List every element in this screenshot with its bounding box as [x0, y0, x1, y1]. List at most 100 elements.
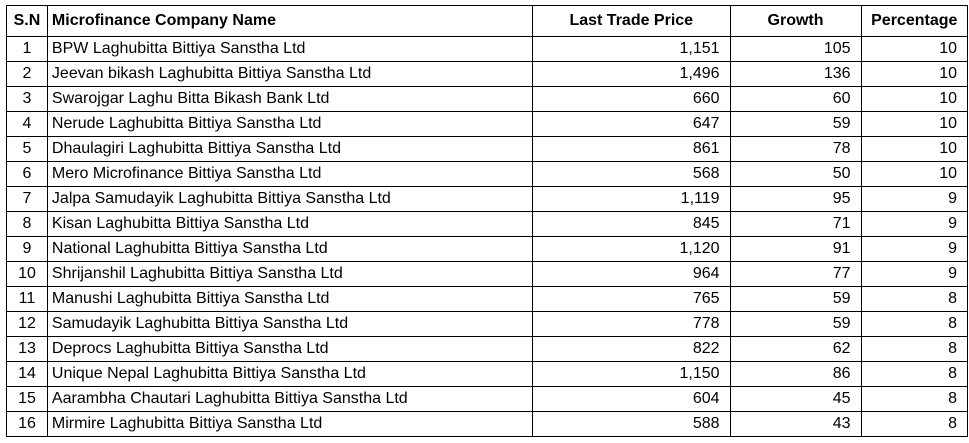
cell-sn: 9	[6, 236, 48, 262]
cell-percentage: 8	[860, 361, 969, 387]
header-row: S.N Microfinance Company Name Last Trade…	[6, 5, 969, 37]
cell-growth: 59	[729, 311, 862, 337]
header-sn: S.N	[6, 5, 48, 37]
cell-sn: 2	[6, 61, 48, 87]
cell-company-name: Shrijanshil Laghubitta Bittiya Sanstha L…	[46, 261, 534, 287]
table-row: 8 Kisan Laghubitta Bittiya Sanstha Ltd 845…	[6, 211, 969, 237]
cell-sn: 1	[6, 36, 48, 62]
table-row: 6 Mero Microfinance Bittiya Sanstha Ltd 56…	[6, 161, 969, 187]
cell-percentage: 8	[860, 286, 969, 312]
table-row: 4 Nerude Laghubitta Bittiya Sanstha Ltd 64…	[6, 111, 969, 137]
cell-company-name: Swarojgar Laghu Bitta Bikash Bank Ltd	[46, 86, 534, 112]
cell-company-name: Samudayik Laghubitta Bittiya Sanstha Ltd	[46, 311, 534, 337]
table-row: 12 Samudayik Laghubitta Bittiya Sanstha L…	[6, 311, 969, 337]
cell-growth: 62	[729, 336, 862, 362]
cell-percentage: 10	[860, 86, 969, 112]
table-row: 15 Aarambha Chautari Laghubitta Bittiya S…	[6, 386, 969, 412]
cell-last-trade-price: 778	[532, 311, 731, 337]
cell-last-trade-price: 822	[532, 336, 731, 362]
cell-last-trade-price: 647	[532, 111, 731, 137]
cell-growth: 78	[729, 136, 862, 162]
cell-sn: 13	[6, 336, 48, 362]
cell-company-name: Nerude Laghubitta Bittiya Sanstha Ltd	[46, 111, 534, 137]
cell-percentage: 10	[860, 61, 969, 87]
table-row: 9 National Laghubitta Bittiya Sanstha Ltd…	[6, 236, 969, 262]
cell-sn: 3	[6, 86, 48, 112]
cell-last-trade-price: 964	[532, 261, 731, 287]
cell-percentage: 9	[860, 236, 969, 262]
cell-growth: 91	[729, 236, 862, 262]
cell-sn: 14	[6, 361, 48, 387]
cell-growth: 71	[729, 211, 862, 237]
cell-company-name: Jeevan bikash Laghubitta Bittiya Sanstha…	[46, 61, 534, 87]
cell-growth: 95	[729, 186, 862, 212]
cell-sn: 7	[6, 186, 48, 212]
cell-growth: 136	[729, 61, 862, 87]
cell-last-trade-price: 588	[532, 411, 731, 437]
cell-sn: 4	[6, 111, 48, 137]
cell-company-name: National Laghubitta Bittiya Sanstha Ltd	[46, 236, 534, 262]
cell-percentage: 9	[860, 211, 969, 237]
cell-growth: 59	[729, 111, 862, 137]
cell-percentage: 10	[860, 161, 969, 187]
table-row: 2 Jeevan bikash Laghubitta Bittiya Sansth…	[6, 61, 969, 87]
cell-percentage: 10	[860, 136, 969, 162]
cell-sn: 5	[6, 136, 48, 162]
microfinance-table: S.N Microfinance Company Name Last Trade…	[6, 5, 969, 437]
cell-last-trade-price: 1,119	[532, 186, 731, 212]
cell-last-trade-price: 1,151	[532, 36, 731, 62]
cell-last-trade-price: 1,496	[532, 61, 731, 87]
cell-sn: 16	[6, 411, 48, 437]
cell-percentage: 9	[860, 186, 969, 212]
cell-growth: 45	[729, 386, 862, 412]
cell-percentage: 8	[860, 411, 969, 437]
cell-percentage: 10	[860, 36, 969, 62]
cell-last-trade-price: 1,120	[532, 236, 731, 262]
table-row: 13 Deprocs Laghubitta Bittiya Sanstha Ltd…	[6, 336, 969, 362]
cell-growth: 77	[729, 261, 862, 287]
cell-sn: 6	[6, 161, 48, 187]
cell-percentage: 8	[860, 336, 969, 362]
cell-last-trade-price: 660	[532, 86, 731, 112]
cell-sn: 15	[6, 386, 48, 412]
cell-company-name: Unique Nepal Laghubitta Bittiya Sanstha …	[46, 361, 534, 387]
cell-sn: 11	[6, 286, 48, 312]
cell-growth: 86	[729, 361, 862, 387]
cell-percentage: 8	[860, 311, 969, 337]
cell-company-name: Deprocs Laghubitta Bittiya Sanstha Ltd	[46, 336, 534, 362]
table-row: 3 Swarojgar Laghu Bitta Bikash Bank Ltd 66…	[6, 86, 969, 112]
table-row: 10 Shrijanshil Laghubitta Bittiya Sanstha…	[6, 261, 969, 287]
cell-growth: 59	[729, 286, 862, 312]
header-growth: Growth	[729, 5, 862, 37]
cell-company-name: BPW Laghubitta Bittiya Sanstha Ltd	[46, 36, 534, 62]
cell-company-name: Mirmire Laghubitta Bittiya Sanstha Ltd	[46, 411, 534, 437]
cell-last-trade-price: 861	[532, 136, 731, 162]
cell-sn: 8	[6, 211, 48, 237]
table-row: 11 Manushi Laghubitta Bittiya Sanstha Ltd…	[6, 286, 969, 312]
table-row: 16 Mirmire Laghubitta Bittiya Sanstha Ltd…	[6, 411, 969, 437]
table-row: 14 Unique Nepal Laghubitta Bittiya Sansth…	[6, 361, 969, 387]
cell-company-name: Aarambha Chautari Laghubitta Bittiya San…	[46, 386, 534, 412]
cell-company-name: Manushi Laghubitta Bittiya Sanstha Ltd	[46, 286, 534, 312]
cell-percentage: 10	[860, 111, 969, 137]
table-body: 1 BPW Laghubitta Bittiya Sanstha Ltd 1,151…	[6, 36, 969, 437]
cell-last-trade-price: 604	[532, 386, 731, 412]
cell-growth: 50	[729, 161, 862, 187]
header-company-name: Microfinance Company Name	[46, 5, 534, 37]
cell-company-name: Dhaulagiri Laghubitta Bittiya Sanstha Lt…	[46, 136, 534, 162]
cell-last-trade-price: 568	[532, 161, 731, 187]
cell-company-name: Jalpa Samudayik Laghubitta Bittiya Sanst…	[46, 186, 534, 212]
header-percentage: Percentage	[860, 5, 969, 37]
cell-sn: 10	[6, 261, 48, 287]
table-row: 5 Dhaulagiri Laghubitta Bittiya Sanstha L…	[6, 136, 969, 162]
cell-last-trade-price: 1,150	[532, 361, 731, 387]
header-last-trade-price: Last Trade Price	[532, 5, 731, 37]
cell-sn: 12	[6, 311, 48, 337]
cell-company-name: Mero Microfinance Bittiya Sanstha Ltd	[46, 161, 534, 187]
cell-growth: 43	[729, 411, 862, 437]
cell-growth: 60	[729, 86, 862, 112]
cell-last-trade-price: 765	[532, 286, 731, 312]
cell-percentage: 8	[860, 386, 969, 412]
cell-last-trade-price: 845	[532, 211, 731, 237]
table-row: 7 Jalpa Samudayik Laghubitta Bittiya Sans…	[6, 186, 969, 212]
